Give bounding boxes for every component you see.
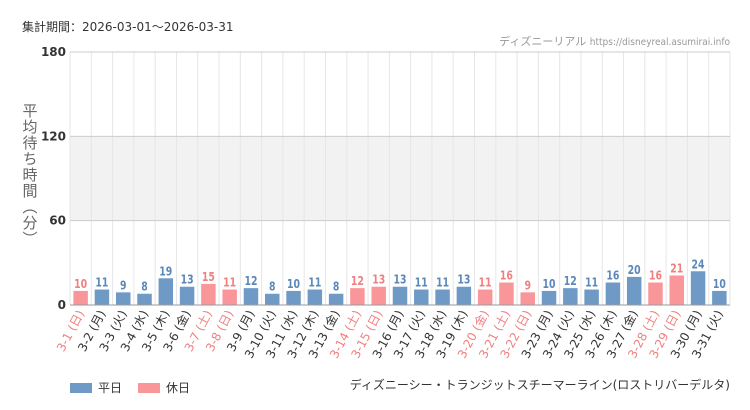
- bar: [73, 290, 88, 305]
- bar: [435, 289, 450, 305]
- data-label: 8: [141, 280, 148, 294]
- legend-item-holiday[interactable]: 休日: [138, 379, 190, 396]
- bar: [137, 293, 152, 305]
- y-tick-label: 60: [49, 214, 66, 228]
- legend: 平日 休日: [70, 379, 206, 396]
- legend-label-weekday: 平日: [98, 381, 123, 395]
- bar: [222, 289, 237, 305]
- data-label: 8: [333, 280, 340, 294]
- y-tick-label: 180: [41, 45, 66, 59]
- data-label: 24: [692, 257, 705, 271]
- bar: [520, 292, 535, 305]
- data-label: 12: [564, 274, 577, 288]
- data-label: 11: [223, 275, 236, 289]
- site-name: ディズニーリアル: [499, 35, 587, 48]
- data-label: 11: [308, 275, 321, 289]
- bar: [350, 288, 365, 305]
- plot-band: [70, 52, 730, 137]
- bar: [414, 289, 429, 305]
- bar: [499, 282, 514, 305]
- bar: [94, 289, 110, 305]
- data-label: 15: [202, 270, 215, 284]
- data-label: 13: [393, 273, 406, 287]
- legend-swatch-holiday: [138, 382, 161, 393]
- data-label: 13: [181, 273, 194, 287]
- bar: [286, 290, 301, 305]
- data-label: 9: [524, 278, 531, 292]
- bar: [115, 292, 131, 305]
- site-credit: ディズニーリアル https://disneyreal.asumirai.inf…: [499, 33, 730, 49]
- bar: [179, 286, 195, 305]
- data-label: 12: [244, 274, 257, 288]
- data-label: 10: [287, 277, 300, 291]
- bar: [626, 276, 642, 305]
- data-label: 9: [120, 278, 127, 292]
- data-label: 11: [585, 275, 598, 289]
- data-label: 16: [649, 268, 662, 282]
- data-label: 16: [606, 268, 619, 282]
- site-url[interactable]: https://disneyreal.asumirai.info: [589, 37, 730, 48]
- period-label: 集計期間：2026-03-01～2026-03-31: [22, 20, 234, 34]
- bar: [477, 289, 493, 305]
- legend-item-weekday[interactable]: 平日: [70, 379, 122, 396]
- data-label: 13: [457, 273, 470, 287]
- attraction-name: ディズニーシー・トランジットスチーマーライン(ロストリバーデルタ): [349, 378, 730, 392]
- y-tick-label: 120: [41, 129, 66, 143]
- bar: [541, 290, 557, 305]
- legend-swatch-weekday: [70, 382, 92, 393]
- data-label: 20: [628, 263, 641, 277]
- bar: [265, 293, 280, 305]
- y-axis-label-wrap: 平均待ち時間（分）: [10, 95, 50, 255]
- bar: [690, 271, 706, 305]
- data-label: 8: [269, 280, 276, 294]
- bar: [563, 288, 578, 305]
- data-label: 10: [543, 277, 556, 291]
- data-label: 13: [372, 273, 385, 287]
- data-label: 12: [351, 274, 364, 288]
- data-label: 10: [74, 277, 87, 291]
- legend-label-holiday: 休日: [166, 381, 191, 395]
- data-label: 16: [500, 268, 513, 282]
- bar: [243, 288, 259, 305]
- y-axis-label: 平均待ち時間（分）: [20, 103, 39, 247]
- bar: [712, 290, 727, 305]
- data-label: 11: [436, 275, 449, 289]
- data-label: 11: [95, 275, 108, 289]
- data-label: 10: [713, 277, 726, 291]
- data-label: 21: [670, 261, 683, 275]
- bar: [669, 275, 685, 305]
- bar: [158, 278, 174, 305]
- data-label: 11: [415, 275, 428, 289]
- bar: [605, 282, 621, 305]
- data-label: 19: [159, 264, 172, 278]
- bar: [307, 289, 323, 305]
- plot-band: [70, 136, 730, 221]
- bar: [328, 293, 344, 305]
- y-tick-label: 0: [58, 298, 66, 312]
- bar: [392, 286, 408, 305]
- bar: [648, 282, 663, 305]
- bar: [584, 289, 599, 305]
- bar: [201, 283, 216, 305]
- bar: [371, 286, 386, 305]
- data-label: 11: [479, 275, 492, 289]
- bar: [456, 286, 472, 305]
